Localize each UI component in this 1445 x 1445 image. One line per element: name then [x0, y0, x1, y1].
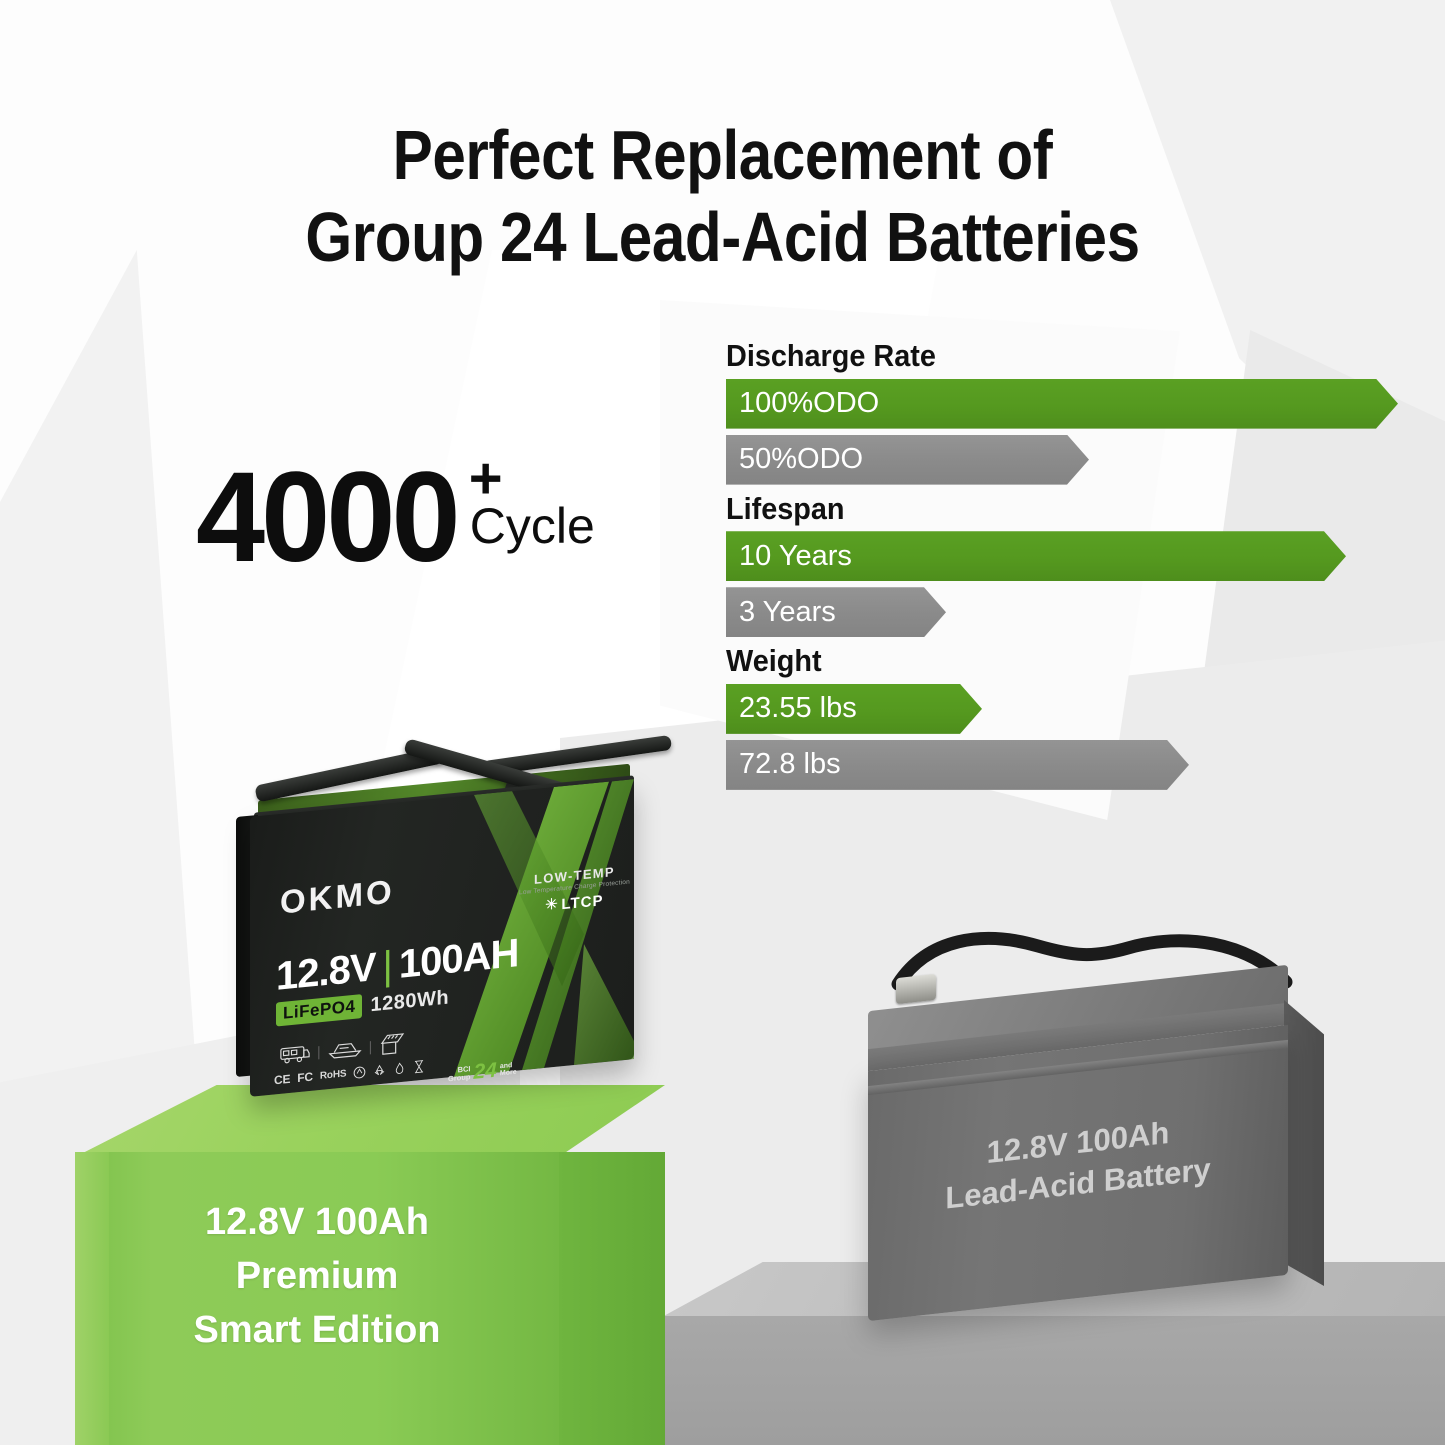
bar-row: 50%ODO [726, 435, 1426, 485]
lead-acid-side-face [1284, 1000, 1324, 1286]
pedestal-green-caption: 12.8V 100Ah Premium Smart Edition [75, 1196, 559, 1358]
lithium-chevron-graphic-icon [454, 779, 634, 1077]
un38-icon [353, 1066, 366, 1078]
lithium-low-temp-badge: LOW-TEMP Low Temperature Charge Protecti… [519, 863, 630, 918]
pedestal-green-caption-line-1: 12.8V 100Ah [205, 1201, 429, 1243]
lead-acid-battery: 12.8V 100Ah Lead-Acid Battery [860, 930, 1330, 1330]
cycle-number: 4000 [196, 446, 461, 589]
page-title: Perfect Replacement of Group 24 Lead-Aci… [101, 115, 1344, 279]
pedestal-green-side-face [559, 1152, 665, 1445]
cycle-count-block: 4000 + Cycle [196, 446, 595, 589]
lithium-battery: OKMO LOW-TEMP Low Temperature Charge Pro… [236, 734, 673, 1098]
bar-value-label: 3 Years [739, 595, 836, 628]
bar-row: 10 Years [726, 531, 1426, 581]
solar-house-icon [381, 1033, 405, 1055]
lithium-application-icons: | | [280, 1032, 405, 1066]
chart-group-label: Lifespan [726, 490, 845, 526]
ce-icon: CE [274, 1071, 291, 1088]
cycle-unit-label: Cycle [469, 497, 595, 554]
bar-leadacid-weight: 72.8 lbs [726, 740, 1189, 790]
snowflake-icon [546, 897, 558, 910]
bci-group-number: 24 [473, 1058, 497, 1084]
bar-row: 3 Years [726, 587, 1426, 637]
fc-icon: FC [297, 1069, 313, 1086]
bar-value-label: 23.55 lbs [739, 692, 857, 725]
lead-acid-terminal-negative [896, 973, 936, 1005]
lithium-certification-row: CE FC RoHS [274, 1059, 425, 1088]
recycle-icon [374, 1064, 385, 1075]
lead-acid-handle-icon [891, 931, 1293, 991]
comparison-chart: Discharge Rate 100%ODO 50%ODO Lifespan 1… [726, 338, 1426, 796]
chart-group-lifespan: Lifespan 10 Years 3 Years [726, 491, 1426, 638]
bci-badge-left: BCI Group [448, 1064, 471, 1084]
bci-badge-right: and More [499, 1061, 517, 1078]
cycle-plus-sign: + [468, 446, 503, 511]
bar-value-label: 100%ODO [739, 387, 880, 420]
cycle-suffix: + Cycle [468, 446, 595, 554]
bar-lifepo4-lifespan: 10 Years [726, 531, 1346, 581]
page-title-line-1: Perfect Replacement of [392, 115, 1053, 194]
bar-value-label: 50%ODO [739, 443, 864, 476]
chart-group-weight: Weight 23.55 lbs 72.8 lbs [726, 643, 1426, 790]
chart-group-label: Weight [726, 643, 822, 679]
bar-leadacid-lifespan: 3 Years [726, 587, 946, 637]
lithium-voltage: 12.8V [276, 945, 376, 999]
bci-more-label: More [499, 1068, 517, 1078]
bar-row: 100%ODO [726, 379, 1426, 429]
bar-lifepo4-discharge: 100%ODO [726, 379, 1398, 429]
chart-group-label: Discharge Rate [726, 338, 936, 373]
pedestal-green-left-bevel [75, 1152, 109, 1445]
rohs-icon: RoHS [319, 1067, 347, 1082]
boat-icon [328, 1043, 362, 1059]
bar-leadacid-discharge: 50%ODO [726, 435, 1089, 485]
pedestal-green-front-face [75, 1152, 559, 1445]
bar-value-label: 10 Years [739, 539, 852, 572]
bar-row: 72.8 lbs [726, 740, 1426, 790]
bar-value-label: 72.8 lbs [739, 748, 841, 781]
chart-group-discharge-rate: Discharge Rate 100%ODO 50%ODO [726, 338, 1426, 485]
pedestal-green-caption-line-3: Smart Edition [193, 1308, 441, 1351]
pedestal-green-caption-line-2: Premium [235, 1254, 399, 1297]
hourglass-icon [415, 1059, 424, 1073]
page-title-line-2: Group 24 Lead-Acid Batteries [305, 197, 1140, 276]
lithium-front-face [250, 779, 634, 1097]
spec-divider: | [382, 943, 392, 989]
pedestal-gray-front-face [660, 1316, 1445, 1445]
bar-row: 23.55 lbs [726, 684, 1426, 734]
rv-icon [280, 1046, 310, 1064]
flame-icon [396, 1061, 404, 1074]
bci-group-label: Group [448, 1072, 471, 1084]
bar-lifepo4-weight: 23.55 lbs [726, 684, 982, 734]
